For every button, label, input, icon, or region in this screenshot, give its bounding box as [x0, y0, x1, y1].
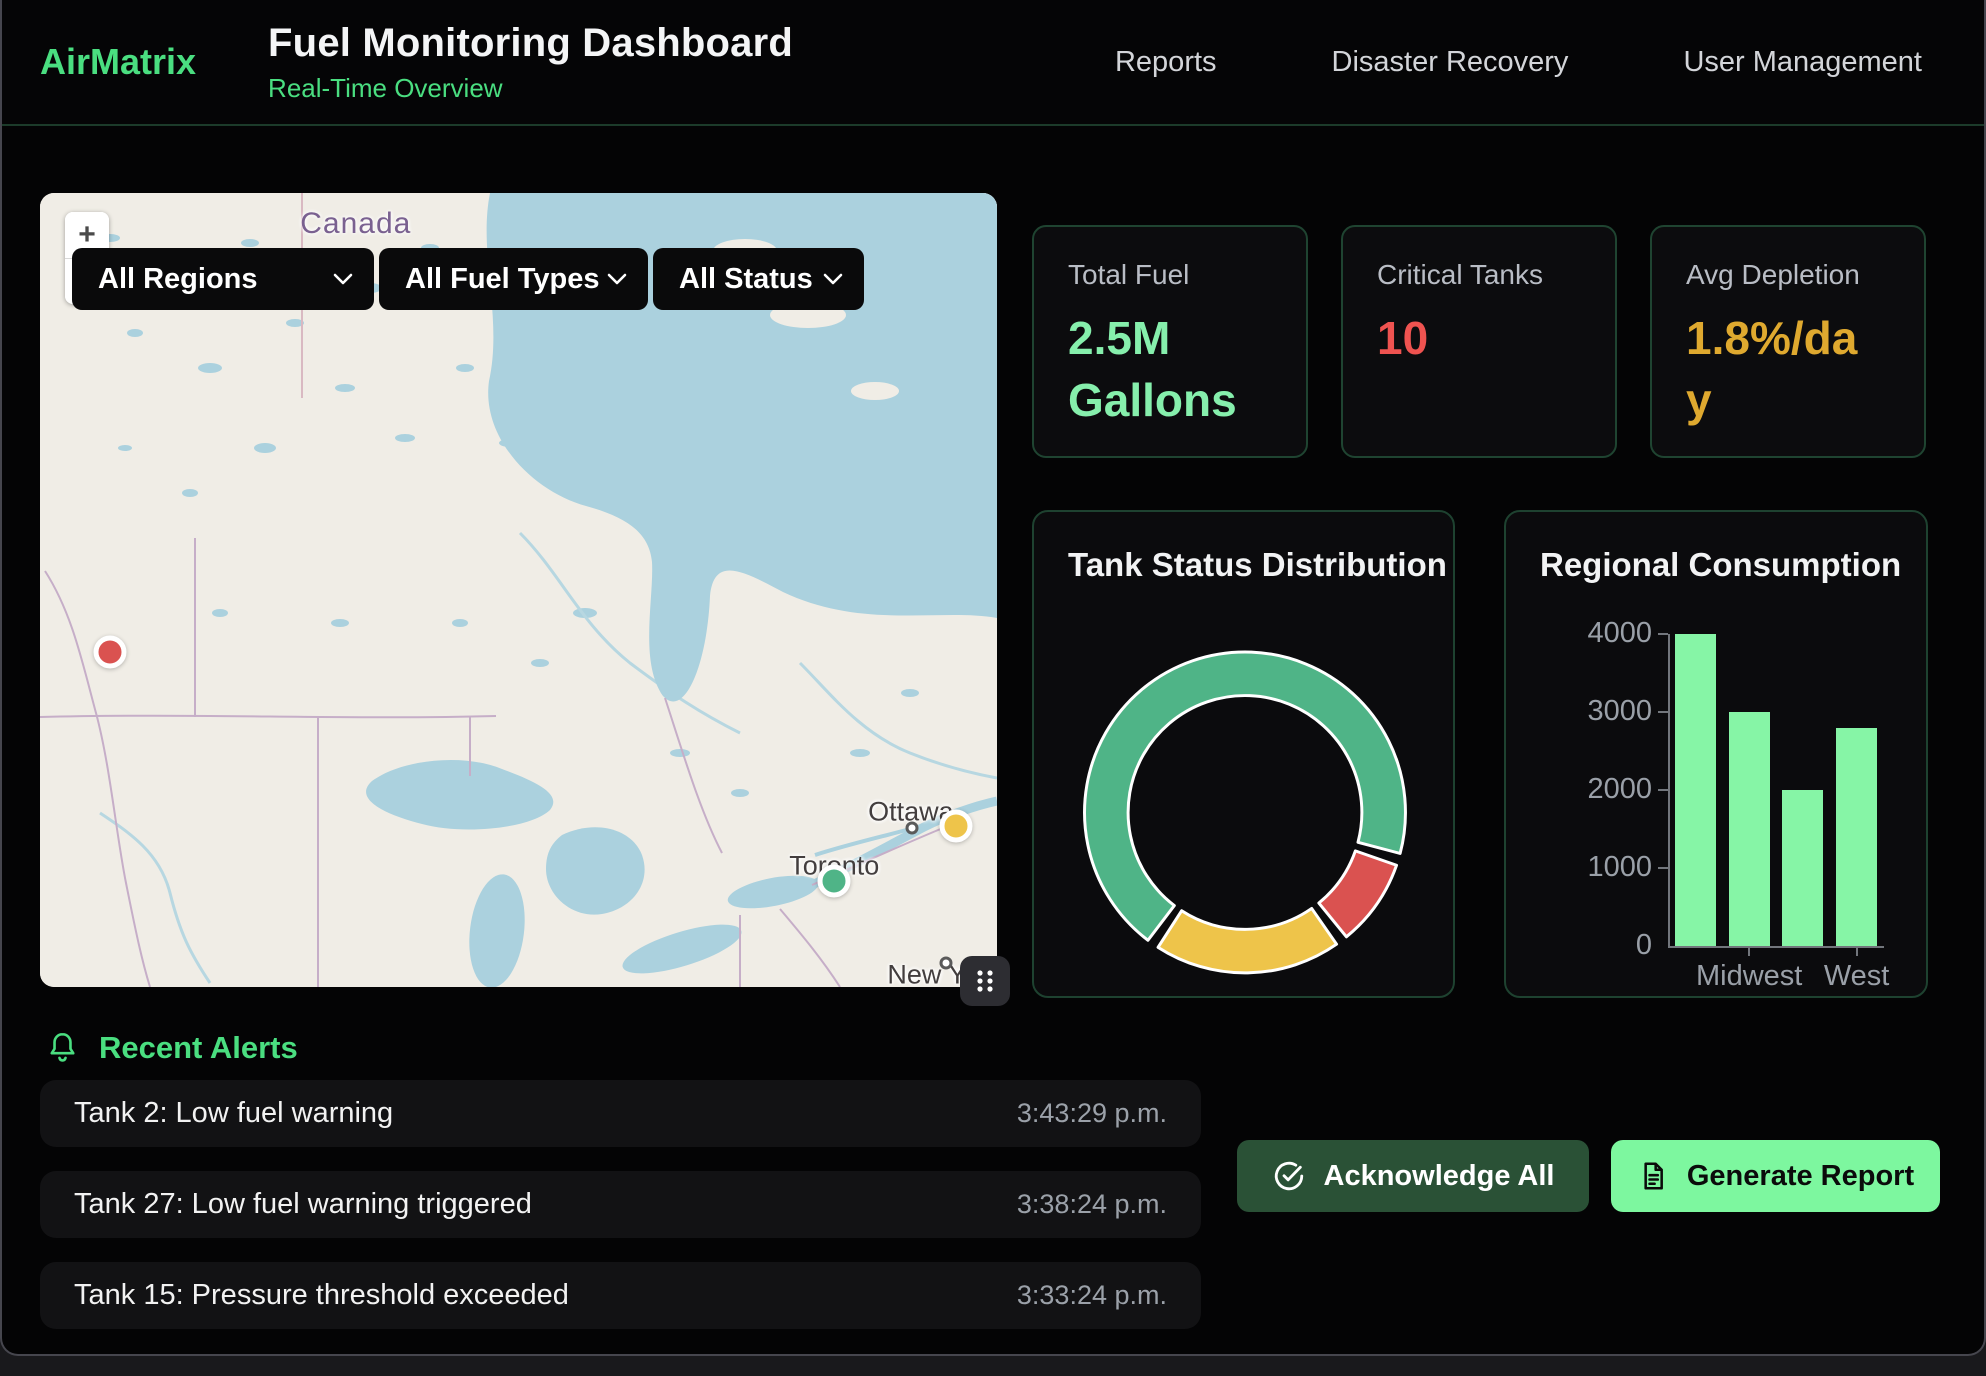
brand-logo: AirMatrix — [40, 41, 196, 83]
y-axis — [1668, 634, 1670, 948]
nav-item-reports[interactable]: Reports — [1115, 46, 1217, 79]
drag-dots-icon — [972, 966, 998, 996]
filter-label: All Status — [679, 263, 813, 296]
town-dot — [940, 957, 953, 970]
generate-report-button[interactable]: Generate Report — [1611, 1140, 1940, 1212]
map-label-canada: Canada — [300, 207, 411, 241]
y-tick-label: 2000 — [1506, 773, 1652, 806]
acknowledge-all-button[interactable]: Acknowledge All — [1237, 1140, 1589, 1212]
regional-consumption-bar-chart: 01000200030004000MidwestWest — [1506, 512, 1926, 996]
bar-region-3 — [1782, 790, 1823, 946]
y-tick-mark — [1658, 633, 1668, 635]
stat-label: Avg Depletion — [1686, 259, 1924, 291]
alert-time: 3:43:29 p.m. — [1017, 1098, 1167, 1129]
alert-row[interactable]: Tank 2: Low fuel warning 3:43:29 p.m. — [40, 1080, 1201, 1147]
y-tick-mark — [1658, 711, 1668, 713]
stat-card-critical-tanks: Critical Tanks 10 — [1341, 225, 1617, 458]
alert-message: Tank 2: Low fuel warning — [74, 1097, 393, 1130]
page-subtitle: Real-Time Overview — [268, 73, 793, 104]
title-block: Fuel Monitoring Dashboard Real-Time Over… — [268, 21, 793, 104]
report-document-icon — [1637, 1159, 1669, 1193]
alert-row[interactable]: Tank 27: Low fuel warning triggered 3:38:… — [40, 1171, 1201, 1238]
tank-marker-warning[interactable] — [939, 809, 972, 842]
check-circle-icon — [1272, 1159, 1306, 1193]
bar-west — [1836, 728, 1877, 946]
stat-value: 1.8%/day — [1686, 307, 1861, 431]
filter-all-status[interactable]: All Status — [653, 248, 864, 310]
y-tick-mark — [1658, 789, 1668, 791]
tank-status-card: Tank Status Distribution — [1032, 510, 1455, 998]
regional-consumption-card: Regional Consumption 01000200030004000Mi… — [1504, 510, 1928, 998]
stat-card-avg-depletion: Avg Depletion 1.8%/day — [1650, 225, 1926, 458]
alert-message: Tank 15: Pressure threshold exceeded — [74, 1279, 569, 1312]
main-nav: Reports Disaster Recovery User Management — [1115, 46, 1922, 79]
alert-row[interactable]: Tank 15: Pressure threshold exceeded 3:33… — [40, 1262, 1201, 1329]
stat-value: 2.5M Gallons — [1068, 307, 1243, 431]
filter-label: All Regions — [98, 263, 258, 296]
y-tick-label: 1000 — [1506, 851, 1652, 884]
tank-marker-normal[interactable] — [818, 864, 851, 897]
filter-all-fuel-types[interactable]: All Fuel Types — [379, 248, 648, 310]
chevron-down-icon — [606, 272, 628, 286]
chevron-down-icon — [332, 272, 354, 286]
page-title: Fuel Monitoring Dashboard — [268, 21, 793, 66]
nav-item-user-management[interactable]: User Management — [1683, 46, 1922, 79]
y-tick-label: 0 — [1506, 929, 1652, 962]
alert-time: 3:38:24 p.m. — [1017, 1189, 1167, 1220]
y-tick-label: 4000 — [1506, 617, 1652, 650]
stat-label: Critical Tanks — [1377, 259, 1615, 291]
y-tick-mark — [1658, 867, 1668, 869]
generate-report-label: Generate Report — [1687, 1160, 1914, 1193]
alert-time: 3:33:24 p.m. — [1017, 1280, 1167, 1311]
header: AirMatrix Fuel Monitoring Dashboard Real… — [2, 0, 1984, 126]
bar-midwest — [1729, 712, 1770, 946]
donut-segment-warning-yellow — [1158, 908, 1337, 972]
stats-row: Total Fuel 2.5M Gallons Critical Tanks 10 Av… — [1032, 225, 1926, 458]
nav-item-disaster-recovery[interactable]: Disaster Recovery — [1332, 46, 1569, 79]
map-canvas[interactable]: Canada OttawaTorontoNew York + − All Reg… — [40, 193, 997, 987]
tank-status-donut-chart — [1034, 512, 1453, 996]
chevron-down-icon — [822, 272, 844, 286]
bar-region-1 — [1675, 634, 1716, 946]
y-tick-label: 3000 — [1506, 695, 1652, 728]
resize-handle[interactable] — [960, 956, 1010, 1006]
stat-value: 10 — [1377, 307, 1552, 369]
alert-message: Tank 27: Low fuel warning triggered — [74, 1188, 532, 1221]
map-filter-bar: All Regions All Fuel Types All Status — [72, 248, 864, 310]
alerts-title: Recent Alerts — [99, 1030, 298, 1066]
bell-icon — [46, 1030, 79, 1066]
filter-label: All Fuel Types — [405, 263, 599, 296]
x-tick-mark — [1856, 946, 1858, 956]
donut-segment-critical-red — [1319, 851, 1397, 937]
x-axis — [1668, 946, 1884, 948]
x-tick-mark — [1748, 946, 1750, 956]
x-tick-label-west: West — [1777, 960, 1937, 993]
app-window: AirMatrix Fuel Monitoring Dashboard Real… — [0, 0, 1986, 1356]
town-dot — [905, 822, 918, 835]
alerts-header: Recent Alerts — [46, 1030, 298, 1066]
tank-marker-critical[interactable] — [93, 635, 126, 668]
filter-all-regions[interactable]: All Regions — [72, 248, 374, 310]
map-panel: Canada OttawaTorontoNew York + − All Reg… — [40, 193, 997, 987]
stat-label: Total Fuel — [1068, 259, 1306, 291]
stat-card-total-fuel: Total Fuel 2.5M Gallons — [1032, 225, 1308, 458]
acknowledge-all-label: Acknowledge All — [1324, 1160, 1555, 1193]
